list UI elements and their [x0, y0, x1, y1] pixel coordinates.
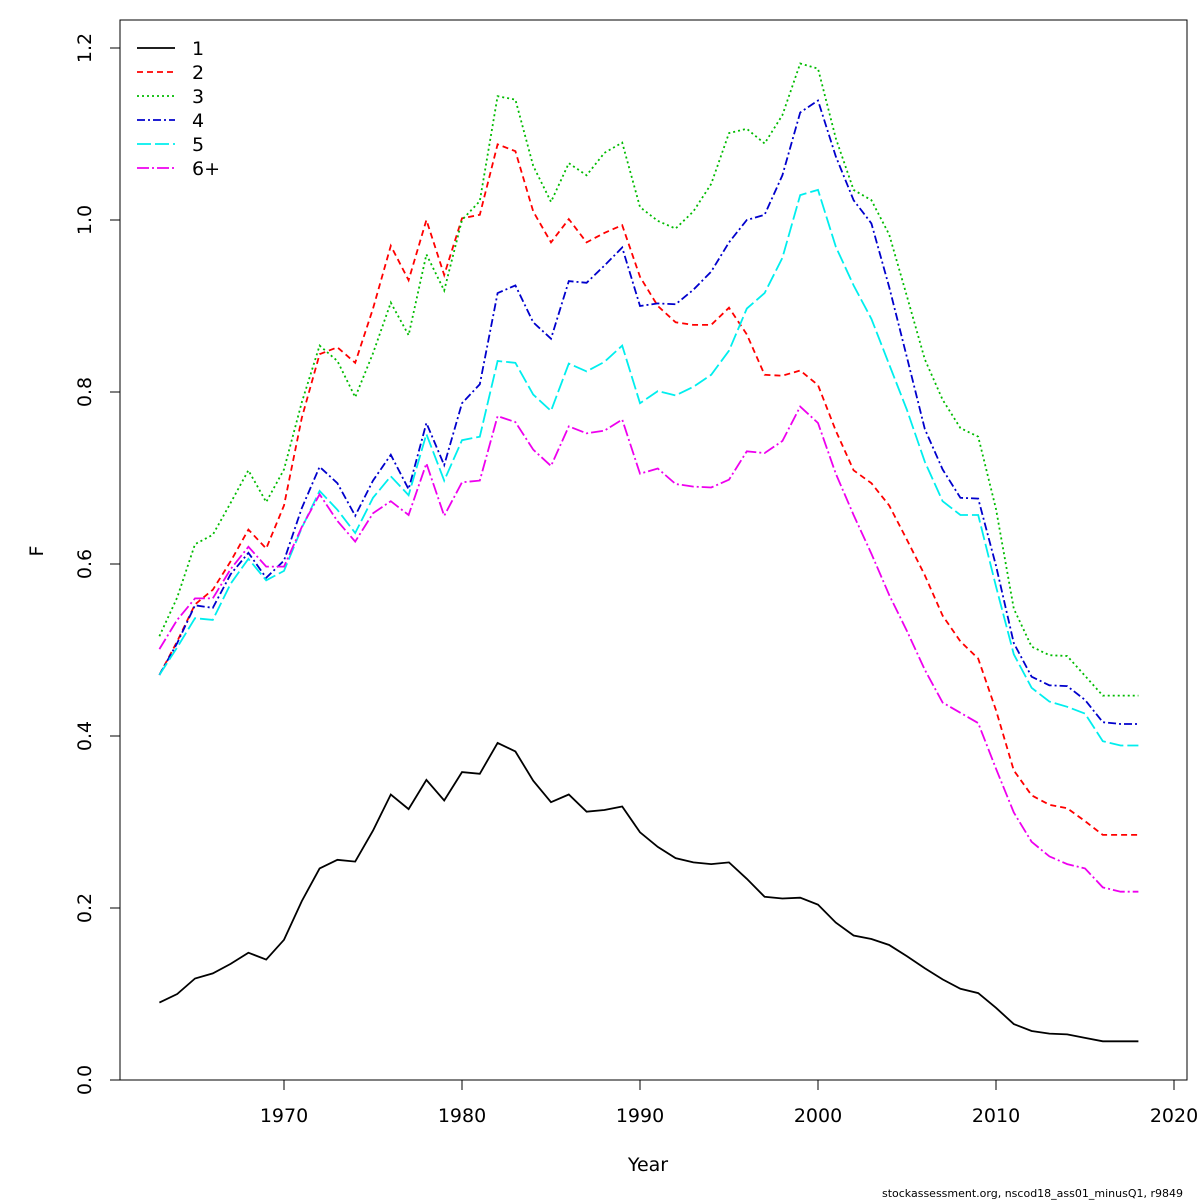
y-tick-label: 0.8 — [74, 377, 96, 407]
x-tick-label: 1990 — [616, 1105, 664, 1127]
y-tick-label: 0.0 — [74, 1065, 96, 1095]
legend-label-5: 5 — [192, 134, 204, 156]
y-tick-label: 0.6 — [74, 549, 96, 579]
x-tick-label: 2020 — [1150, 1105, 1198, 1127]
series-line-2 — [158, 143, 1139, 836]
legend-label-4: 4 — [192, 110, 204, 132]
legend-label-1: 1 — [192, 38, 204, 60]
legend-label-2: 2 — [192, 62, 204, 84]
x-axis: 1970 1980 1990 2000 2010 2020 — [260, 1079, 1198, 1127]
x-tick-label: 2010 — [972, 1105, 1020, 1127]
series-line-6 — [158, 405, 1139, 893]
series-line-4 — [158, 99, 1139, 725]
x-tick-label: 1980 — [438, 1105, 486, 1127]
series-layer — [158, 62, 1139, 1043]
x-tick-label: 1970 — [260, 1105, 308, 1127]
series-line-5 — [158, 188, 1139, 747]
legend-label-6: 6+ — [192, 158, 220, 180]
y-axis: 0.0 0.2 0.4 0.6 0.8 1.0 1.2 — [74, 33, 121, 1095]
y-axis-label: F — [26, 546, 48, 557]
legend-label-3: 3 — [192, 86, 204, 108]
series-line-1 — [159, 741, 1139, 1043]
x-axis-label: Year — [627, 1154, 668, 1176]
y-tick-label: 1.0 — [74, 205, 96, 235]
x-tick-label: 2000 — [794, 1105, 842, 1127]
footer-caption: stockassessment.org, nscod18_ass01_minus… — [882, 1187, 1183, 1200]
y-tick-label: 0.2 — [74, 893, 96, 923]
y-tick-label: 1.2 — [74, 33, 96, 63]
y-tick-label: 0.4 — [74, 721, 96, 751]
